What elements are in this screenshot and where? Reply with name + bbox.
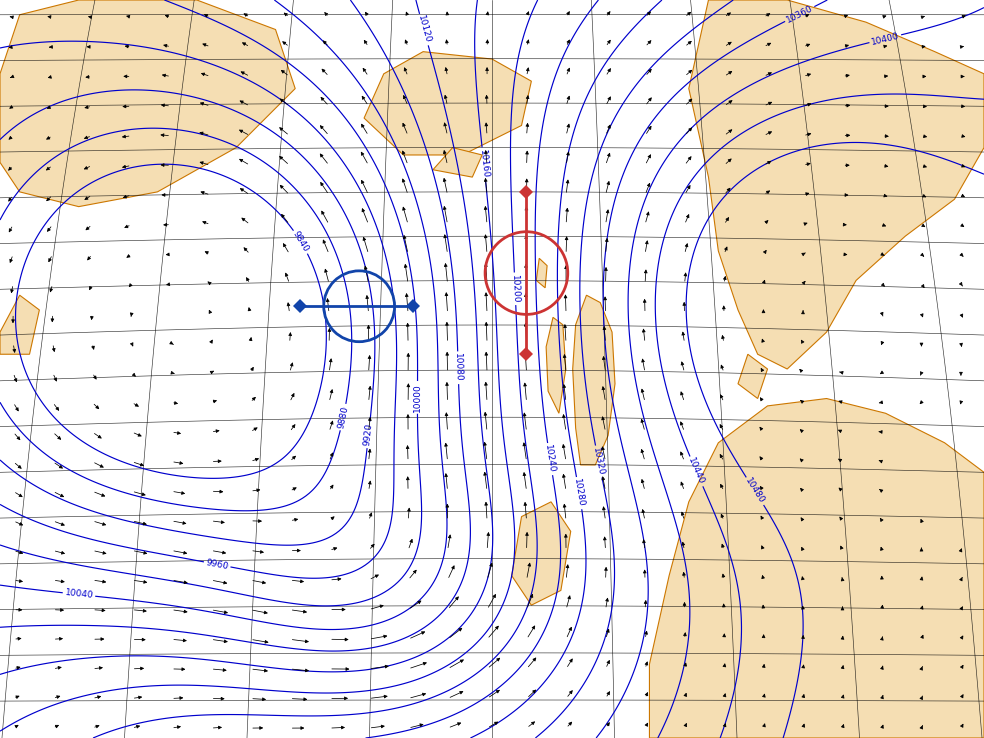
Text: 10240: 10240 [543, 444, 557, 474]
Polygon shape [649, 399, 984, 738]
Text: 9920: 9920 [363, 423, 374, 446]
Text: 10160: 10160 [478, 149, 490, 179]
Text: 10200: 10200 [510, 275, 521, 303]
Polygon shape [573, 295, 615, 465]
Text: 10040: 10040 [64, 588, 93, 601]
Polygon shape [536, 258, 547, 288]
Polygon shape [512, 502, 571, 605]
Polygon shape [738, 354, 768, 399]
Polygon shape [0, 0, 295, 207]
Text: 10440: 10440 [687, 457, 707, 486]
Text: 10000: 10000 [413, 383, 422, 412]
Polygon shape [433, 148, 482, 177]
Polygon shape [689, 0, 984, 369]
Text: 10120: 10120 [415, 15, 432, 44]
Polygon shape [0, 295, 39, 354]
Polygon shape [364, 52, 531, 155]
Text: 10400: 10400 [870, 31, 900, 46]
Text: 10480: 10480 [744, 477, 767, 506]
Text: 10320: 10320 [591, 446, 606, 477]
Text: 9880: 9880 [337, 405, 350, 430]
Text: 9960: 9960 [205, 558, 229, 571]
Text: 10280: 10280 [573, 478, 585, 508]
Polygon shape [546, 317, 566, 413]
Text: 10360: 10360 [785, 4, 815, 24]
Text: 9840: 9840 [291, 230, 311, 254]
Text: 10080: 10080 [454, 354, 463, 382]
